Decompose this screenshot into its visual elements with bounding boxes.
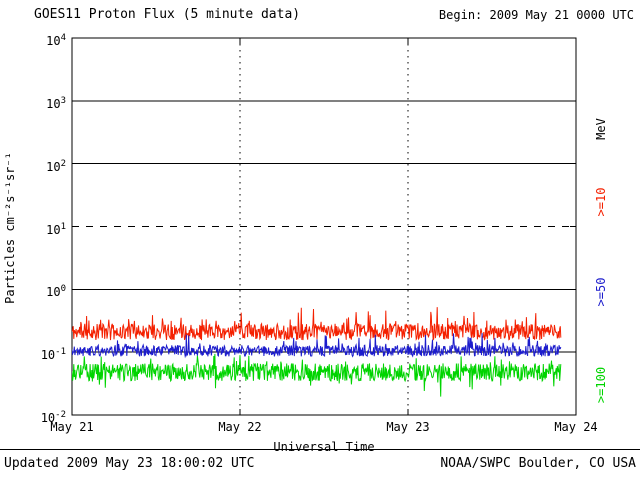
x-tick-label: May 24 (554, 420, 598, 434)
credit-text: NOAA/SWPC Boulder, CO USA (440, 456, 636, 471)
y-axis-label: Particles cm⁻²s⁻¹sr⁻¹ (3, 152, 17, 304)
x-tick-label: May 22 (218, 420, 262, 434)
flux-series->=10 (72, 307, 562, 342)
x-axis-label: Universal Time (273, 440, 375, 454)
y-tick-label: 10-1 (40, 347, 66, 363)
y-tick-label: 102 (46, 158, 66, 174)
flux-series->=100 (72, 353, 562, 397)
begin-timestamp: Begin: 2009 May 21 0000 UTC (438, 8, 634, 22)
x-tick-label: May 23 (386, 420, 430, 434)
series-label-ge50: >=50 (594, 277, 608, 307)
y-tick-label: 10-2 (40, 410, 66, 425)
x-tick-label: May 21 (50, 420, 94, 434)
updated-timestamp: Updated 2009 May 23 18:00:02 UTC (4, 456, 255, 471)
right-axis-unit-label: MeV (594, 118, 608, 140)
y-tick-label: 104 (46, 33, 66, 48)
y-tick-label: 101 (46, 221, 66, 237)
grid (71, 37, 577, 416)
flux-series->=50 (72, 333, 562, 359)
y-tick-label: 100 (46, 284, 66, 300)
y-tick-label: 103 (46, 95, 66, 111)
chart-title: GOES11 Proton Flux (5 minute data) (34, 7, 301, 22)
footer-divider (0, 449, 640, 450)
series-label-ge10: >=10 (594, 187, 608, 217)
series-label-ge100: >=100 (594, 366, 608, 404)
